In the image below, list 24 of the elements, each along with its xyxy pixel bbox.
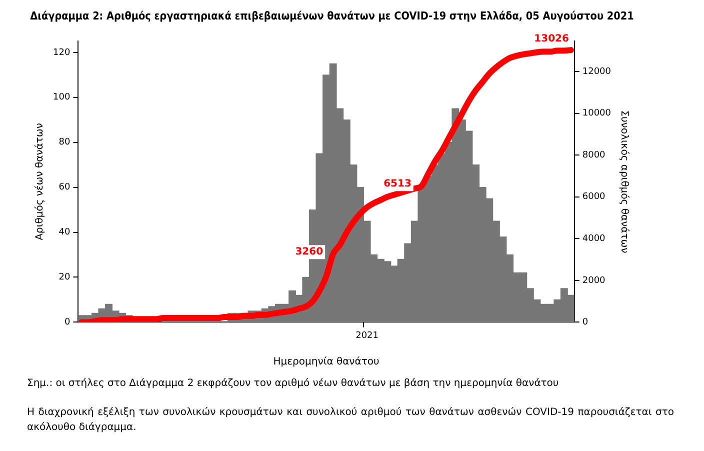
text: Η διαχρονική εξέλιξη των συνολικών κρουσμάτων και συνολικού αριθμού των θανάτων ασθενών COVID-19 παρουσιάζεται στο ακόλουθο διάγραμμα. [27, 406, 674, 435]
x-axis-title: Ημερομηνία θανάτου [273, 356, 380, 368]
y2-tick-label: 12000 [582, 66, 612, 77]
data-label: 6513 [384, 178, 412, 190]
chart-title: Διάγραμμα 2: Αριθμός εργαστηριακά επιβεβαιωμένων θανάτων με COVID-19 στην Ελλάδα, 05 Αυγούστου 2021 [30, 10, 634, 23]
data-label: 13026 [534, 34, 570, 45]
x-tick-label: 2021 [356, 330, 379, 341]
y-tick-label: 0 [64, 318, 70, 328]
y2-tick-label: 6000 [582, 192, 606, 202]
text: Σημ.: οι στήλες στο Διάγραμμα 2 εκφράζουν τον αριθμό νέων θανάτων με βάση την ημερομηνία θανάτου [27, 377, 560, 391]
y-tick-label: 120 [52, 48, 70, 58]
y2-tick-label: 2000 [582, 276, 606, 286]
y-tick-label: 40 [58, 228, 70, 238]
y-tick-label: 80 [58, 138, 70, 148]
y2-tick-label: 10000 [582, 108, 612, 119]
y2-tick-label: 4000 [582, 234, 606, 244]
y2-axis-title: Συνολικός αριθμός θανάτων [618, 110, 630, 254]
y2-tick-label: 0 [582, 318, 588, 328]
y-tick-label: 60 [58, 182, 70, 193]
y-tick-label: 20 [58, 272, 70, 283]
data-label: 3260 [295, 246, 324, 258]
y-tick-label: 100 [52, 92, 70, 103]
y-axis-title: Αριθμός νέων θανάτων [34, 122, 46, 240]
y2-tick-label: 8000 [582, 150, 606, 160]
